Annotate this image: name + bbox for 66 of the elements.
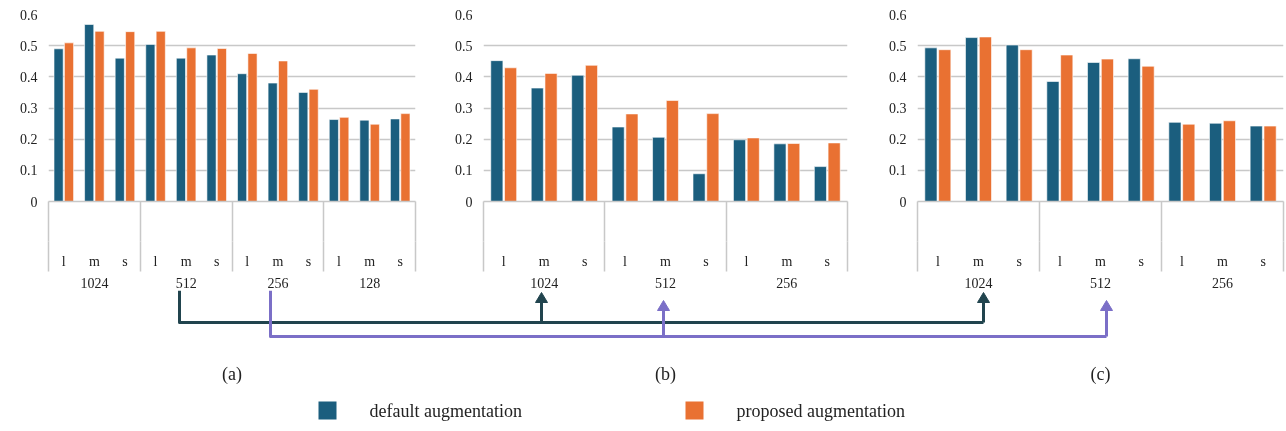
text: 128 <box>359 275 381 291</box>
y-tick-label: 0.4 <box>20 69 38 85</box>
x-tick-label: s <box>122 253 128 269</box>
x-tick-label: l <box>623 253 628 269</box>
legend-label: default augmentation <box>369 400 522 421</box>
y-tick-label: 0.2 <box>889 132 907 148</box>
y-tick-label: 0.3 <box>20 101 38 116</box>
y-tick-label: 0.2 <box>20 132 38 148</box>
x-tick-label: s <box>1138 253 1144 269</box>
x-tick-label: l <box>501 253 506 269</box>
x-tick-label: s <box>1016 253 1022 269</box>
x-tick-label: s <box>397 253 403 269</box>
x-tick-label: l <box>935 253 940 269</box>
x-tick-label: m <box>781 253 793 269</box>
y-tick-label: 0.5 <box>455 38 473 54</box>
y-tick-label: 0 <box>899 194 907 210</box>
y-tick-label: 0.6 <box>20 7 38 23</box>
text: 512 <box>1090 275 1111 291</box>
y-tick-label: 0.1 <box>20 163 38 179</box>
x-tick-label: l <box>337 253 342 269</box>
x-tick-label: l <box>744 253 749 269</box>
text: 256 <box>776 275 798 291</box>
x-tick-label: s <box>703 253 709 269</box>
x-tick-label: s <box>213 253 220 269</box>
y-tick-label: 0.6 <box>889 7 907 23</box>
x-tick-label: s <box>1260 253 1266 269</box>
x-tick-label: m <box>1095 253 1107 269</box>
y-tick-label: 0.4 <box>889 69 907 85</box>
y-tick-label: 0.6 <box>455 7 473 23</box>
x-tick-label: m <box>973 253 985 269</box>
x-tick-label: l <box>1179 253 1184 269</box>
text: 256 <box>267 275 289 291</box>
y-tick-label: 0.3 <box>455 101 473 116</box>
legend-label: proposed augmentation <box>736 400 905 421</box>
text: 1024 <box>964 275 993 291</box>
x-tick-label: m <box>660 253 672 269</box>
x-tick-label: m <box>538 253 550 269</box>
y-tick-label: 0.1 <box>455 163 473 179</box>
y-tick-label: 0.4 <box>455 69 473 85</box>
text: 512 <box>655 275 676 291</box>
y-tick-label: 0.5 <box>889 38 907 54</box>
x-tick-label: l <box>1057 253 1062 269</box>
y-tick-label: 0.1 <box>889 163 907 179</box>
x-tick-label: l <box>153 253 158 269</box>
x-tick-label: l <box>245 253 250 269</box>
x-tick-label: l <box>61 253 66 269</box>
x-tick-label: m <box>180 253 192 269</box>
x-tick-label: s <box>305 253 312 269</box>
text: (b) <box>655 363 677 385</box>
y-tick-label: 0.2 <box>455 132 473 148</box>
x-tick-label: s <box>581 253 588 269</box>
x-tick-label: m <box>88 253 100 269</box>
y-tick-label: 0.5 <box>20 38 38 54</box>
y-tick-label: 0.3 <box>889 101 907 116</box>
text: (c) <box>1090 363 1111 385</box>
text: (a) <box>222 363 242 385</box>
text: 512 <box>175 275 197 291</box>
text: 1024 <box>80 275 109 291</box>
x-tick-label: m <box>272 253 284 269</box>
text: 1024 <box>530 275 559 291</box>
text: 256 <box>1212 275 1233 291</box>
x-tick-label: m <box>1217 253 1229 269</box>
y-tick-label: 0 <box>465 194 473 210</box>
x-tick-label: m <box>364 253 376 269</box>
y-tick-label: 0 <box>30 194 38 210</box>
x-tick-label: s <box>824 253 831 269</box>
